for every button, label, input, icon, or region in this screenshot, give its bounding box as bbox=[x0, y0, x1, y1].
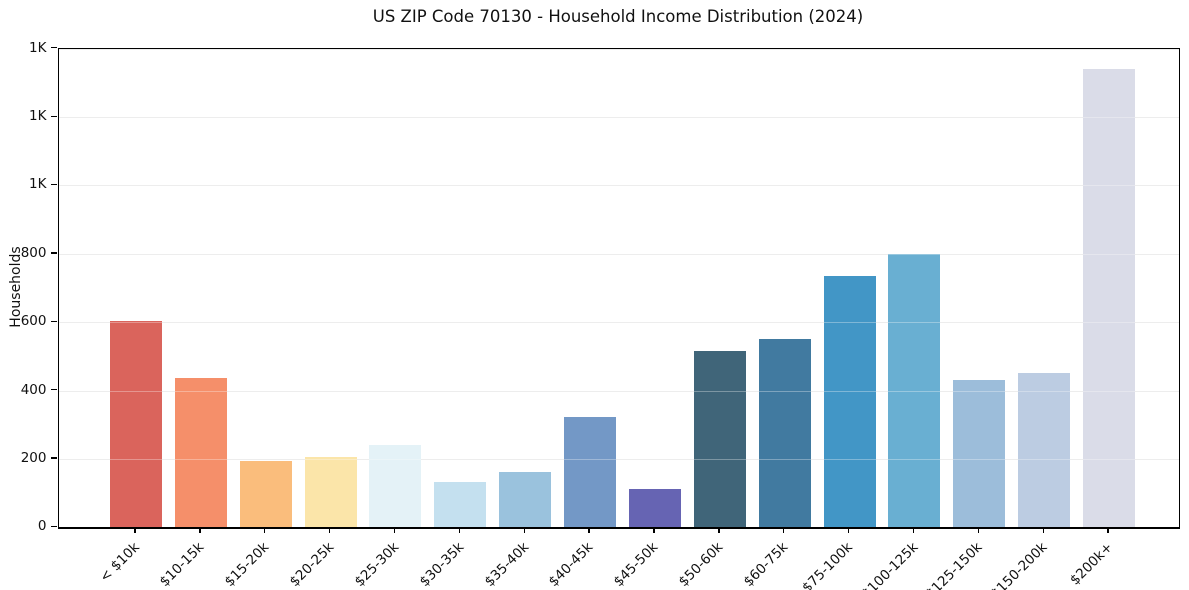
gridline bbox=[58, 458, 1179, 460]
x-tick-mark bbox=[134, 528, 136, 534]
gridline-overlay bbox=[58, 458, 1179, 460]
plot-area bbox=[57, 47, 1180, 530]
x-tick-mark bbox=[588, 528, 590, 534]
gridline-overlay bbox=[58, 253, 1179, 255]
x-tick-mark bbox=[653, 528, 655, 534]
bar bbox=[239, 461, 292, 528]
x-tick-label-text: $20-25k bbox=[286, 539, 338, 590]
y-tick-label: 400 bbox=[20, 381, 47, 398]
gridline bbox=[58, 390, 1179, 392]
gridline bbox=[58, 117, 1179, 119]
y-tick-mark bbox=[51, 320, 57, 322]
x-tick-label-text: $35-40k bbox=[481, 539, 532, 590]
bar bbox=[499, 471, 552, 528]
y-tick-label: 200 bbox=[20, 449, 47, 466]
y-tick-label: 0 bbox=[37, 518, 47, 535]
x-tick-label-text: $15-20k bbox=[221, 539, 273, 590]
chart-title: US ZIP Code 70130 - Household Income Dis… bbox=[372, 7, 864, 26]
x-tick-label-text: $60-75k bbox=[740, 539, 792, 590]
y-tick-mark bbox=[51, 252, 57, 254]
gridline bbox=[58, 322, 1179, 324]
x-tick-mark bbox=[458, 528, 461, 534]
y-tick-label: 600 bbox=[20, 313, 47, 330]
y-tick-mark bbox=[51, 183, 57, 186]
x-tick-mark bbox=[523, 528, 525, 534]
x-tick-mark bbox=[1107, 528, 1109, 534]
gridline bbox=[58, 48, 1179, 50]
bar bbox=[888, 253, 941, 528]
y-tick-mark bbox=[51, 47, 57, 49]
bar bbox=[564, 417, 617, 528]
y-tick-label: 800 bbox=[20, 244, 47, 261]
x-tick-label-text: $25-30k bbox=[351, 539, 403, 590]
bar bbox=[369, 444, 422, 528]
x-tick-mark bbox=[847, 528, 850, 534]
bar bbox=[110, 321, 162, 528]
x-tick-label-text: $75-100k bbox=[799, 539, 857, 590]
bar bbox=[1083, 69, 1136, 528]
gridline bbox=[58, 253, 1179, 255]
gridline bbox=[58, 185, 1179, 187]
gridline-overlay bbox=[58, 322, 1179, 324]
bar bbox=[434, 482, 487, 528]
x-tick-label-text: $45-50k bbox=[610, 539, 662, 590]
gridline-overlay bbox=[58, 117, 1179, 119]
x-tick-label-text: < $10k bbox=[96, 539, 143, 586]
x-tick-mark bbox=[264, 528, 266, 534]
y-tick-mark bbox=[51, 457, 57, 459]
y-tick-label: 1K bbox=[29, 108, 47, 125]
bar bbox=[823, 276, 876, 528]
bar bbox=[1018, 373, 1071, 528]
bar bbox=[693, 351, 746, 528]
bar bbox=[758, 338, 811, 528]
bar bbox=[628, 489, 681, 528]
gridline-overlay bbox=[58, 390, 1179, 392]
x-tick-label-text: $150-200k bbox=[987, 539, 1051, 590]
x-tick-mark bbox=[329, 528, 331, 534]
x-tick-mark bbox=[718, 528, 720, 534]
y-tick-mark bbox=[51, 389, 57, 391]
y-tick-mark bbox=[51, 525, 57, 528]
x-tick-mark bbox=[199, 528, 201, 534]
x-tick-mark bbox=[393, 528, 396, 534]
y-tick-mark bbox=[51, 115, 57, 117]
x-tick-mark bbox=[912, 528, 915, 534]
x-tick-mark bbox=[1042, 528, 1044, 534]
bar bbox=[174, 377, 227, 528]
gridline-overlay bbox=[58, 48, 1179, 50]
x-tick-label-text: $30-35k bbox=[416, 539, 467, 590]
x-tick-label-text: $10-15k bbox=[156, 539, 208, 590]
y-tick-label: 1K bbox=[29, 39, 47, 56]
x-tick-label-text: $40-45k bbox=[546, 539, 597, 590]
x-tick-label-text: $100-125k bbox=[858, 539, 922, 590]
x-tick-label-text: $200k+ bbox=[1066, 539, 1116, 589]
bar bbox=[953, 380, 1006, 528]
y-tick-label: 1K bbox=[29, 176, 47, 193]
bar bbox=[304, 456, 357, 528]
x-tick-label-text: $125-150k bbox=[923, 539, 986, 590]
gridline-overlay bbox=[58, 185, 1179, 187]
x-tick-mark bbox=[783, 528, 785, 534]
x-tick-mark bbox=[977, 528, 979, 534]
x-tick-label-text: $50-60k bbox=[675, 539, 727, 590]
